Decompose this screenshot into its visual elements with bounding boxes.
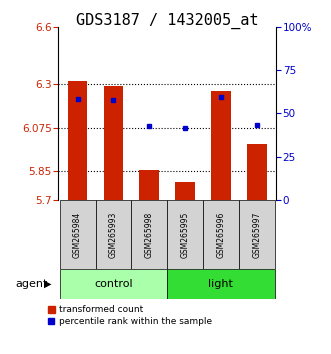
Bar bbox=[131, 200, 167, 269]
Text: GSM265996: GSM265996 bbox=[216, 211, 225, 258]
Text: ▶: ▶ bbox=[44, 279, 52, 289]
Bar bbox=[68, 80, 87, 200]
Bar bbox=[211, 91, 231, 200]
Text: control: control bbox=[94, 279, 133, 289]
Bar bbox=[167, 269, 275, 299]
Bar bbox=[167, 200, 203, 269]
Bar bbox=[239, 200, 275, 269]
Bar bbox=[104, 86, 123, 200]
Text: GSM265984: GSM265984 bbox=[73, 211, 82, 258]
Bar bbox=[247, 144, 266, 200]
Bar bbox=[139, 170, 159, 200]
Text: light: light bbox=[209, 279, 233, 289]
Legend: transformed count, percentile rank within the sample: transformed count, percentile rank withi… bbox=[46, 304, 214, 328]
Bar bbox=[60, 200, 96, 269]
Text: GSM265998: GSM265998 bbox=[145, 211, 154, 258]
Bar bbox=[203, 200, 239, 269]
Bar bbox=[60, 269, 167, 299]
Bar bbox=[175, 182, 195, 200]
Text: GSM265995: GSM265995 bbox=[181, 211, 190, 258]
Text: GSM265993: GSM265993 bbox=[109, 211, 118, 258]
Bar bbox=[96, 200, 131, 269]
Text: GDS3187 / 1432005_at: GDS3187 / 1432005_at bbox=[76, 12, 259, 29]
Text: agent: agent bbox=[15, 279, 47, 289]
Text: GSM265997: GSM265997 bbox=[252, 211, 261, 258]
